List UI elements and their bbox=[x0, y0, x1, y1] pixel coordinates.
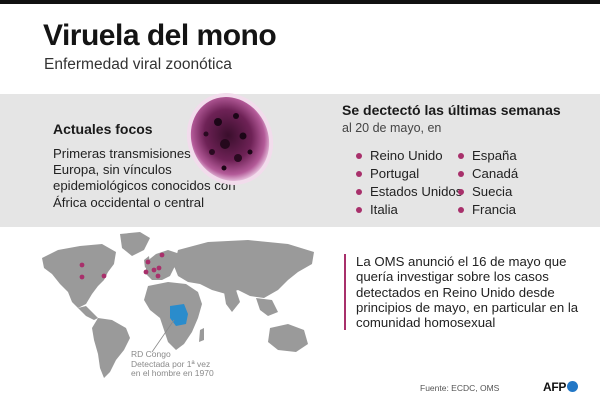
page-subtitle: Enfermedad viral zoonótica bbox=[44, 56, 232, 73]
bullet-icon bbox=[458, 170, 464, 177]
source-note: Fuente: ECDC, OMS bbox=[420, 383, 500, 393]
country-item: Portugal bbox=[356, 166, 419, 181]
page-title: Viruela del mono bbox=[43, 19, 277, 52]
focos-text: Primeras transmisiones en Europa, sin ví… bbox=[53, 146, 236, 210]
case-point bbox=[155, 273, 161, 279]
country-item: Italia bbox=[356, 202, 398, 217]
case-point bbox=[159, 252, 165, 258]
outbreak-points bbox=[79, 252, 165, 280]
asia-shape bbox=[174, 240, 314, 298]
congo-label: RD Congo Detectada por 1ª vez en el homb… bbox=[131, 349, 214, 378]
afp-circle-icon bbox=[567, 381, 579, 393]
bullet-icon bbox=[356, 152, 362, 159]
country-item: Canadá bbox=[458, 166, 518, 181]
oms-note: La OMS anunció el 16 de mayo que quería … bbox=[344, 254, 586, 331]
case-point bbox=[151, 267, 157, 273]
country-item: España bbox=[458, 148, 517, 163]
bullet-icon bbox=[458, 188, 464, 195]
world-map bbox=[42, 232, 314, 378]
afp-logo: AFP bbox=[543, 380, 579, 394]
india-shape bbox=[224, 290, 240, 312]
dr-congo-shape bbox=[170, 304, 188, 326]
bullet-icon bbox=[458, 152, 464, 159]
bullet-icon bbox=[356, 188, 362, 195]
case-point bbox=[143, 269, 149, 275]
case-point bbox=[79, 262, 85, 268]
case-point bbox=[145, 259, 151, 265]
country-item: Reino Unido bbox=[356, 148, 443, 163]
recent-heading: Se dectectó las últimas semanas bbox=[342, 102, 561, 118]
virus-illustration bbox=[186, 93, 274, 185]
southeast-asia-shape bbox=[256, 298, 278, 316]
country-item: Suecia bbox=[458, 184, 512, 199]
europe-shape bbox=[146, 250, 180, 280]
congo-leader-line bbox=[151, 319, 175, 353]
case-point bbox=[79, 274, 85, 280]
focos-heading: Actuales focos bbox=[53, 121, 153, 137]
case-point bbox=[156, 265, 162, 271]
recent-date: al 20 de mayo, en bbox=[342, 121, 442, 135]
greenland-shape bbox=[120, 232, 150, 256]
north-america-shape bbox=[42, 244, 116, 308]
central-america-shape bbox=[78, 306, 98, 320]
country-list: Reino Unido Portugal Estados Unidos Ital… bbox=[342, 146, 542, 226]
bullet-icon bbox=[356, 170, 362, 177]
bullet-icon bbox=[356, 206, 362, 213]
australia-shape bbox=[268, 324, 308, 352]
south-america-shape bbox=[92, 318, 130, 378]
bullet-icon bbox=[458, 206, 464, 213]
top-bar bbox=[0, 0, 600, 4]
country-item: Francia bbox=[458, 202, 516, 217]
madagascar-shape bbox=[199, 328, 204, 342]
info-band bbox=[0, 94, 600, 227]
case-point bbox=[101, 273, 107, 279]
country-item: Estados Unidos bbox=[356, 184, 462, 199]
